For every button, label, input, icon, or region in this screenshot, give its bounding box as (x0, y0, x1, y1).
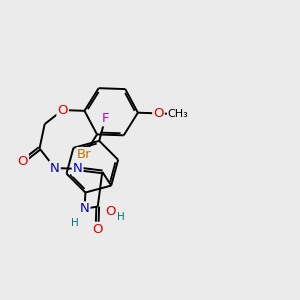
Text: O: O (153, 107, 164, 120)
Text: H: H (117, 212, 124, 221)
Text: CH₃: CH₃ (168, 109, 189, 119)
Text: O: O (105, 206, 116, 218)
Text: N: N (80, 202, 89, 215)
Text: N: N (73, 162, 82, 175)
Text: O: O (92, 223, 102, 236)
Text: O: O (17, 155, 28, 168)
Text: F: F (101, 112, 109, 125)
Text: Br: Br (77, 148, 92, 161)
Text: N: N (50, 161, 60, 175)
Text: O: O (57, 103, 68, 117)
Text: H: H (71, 218, 79, 227)
